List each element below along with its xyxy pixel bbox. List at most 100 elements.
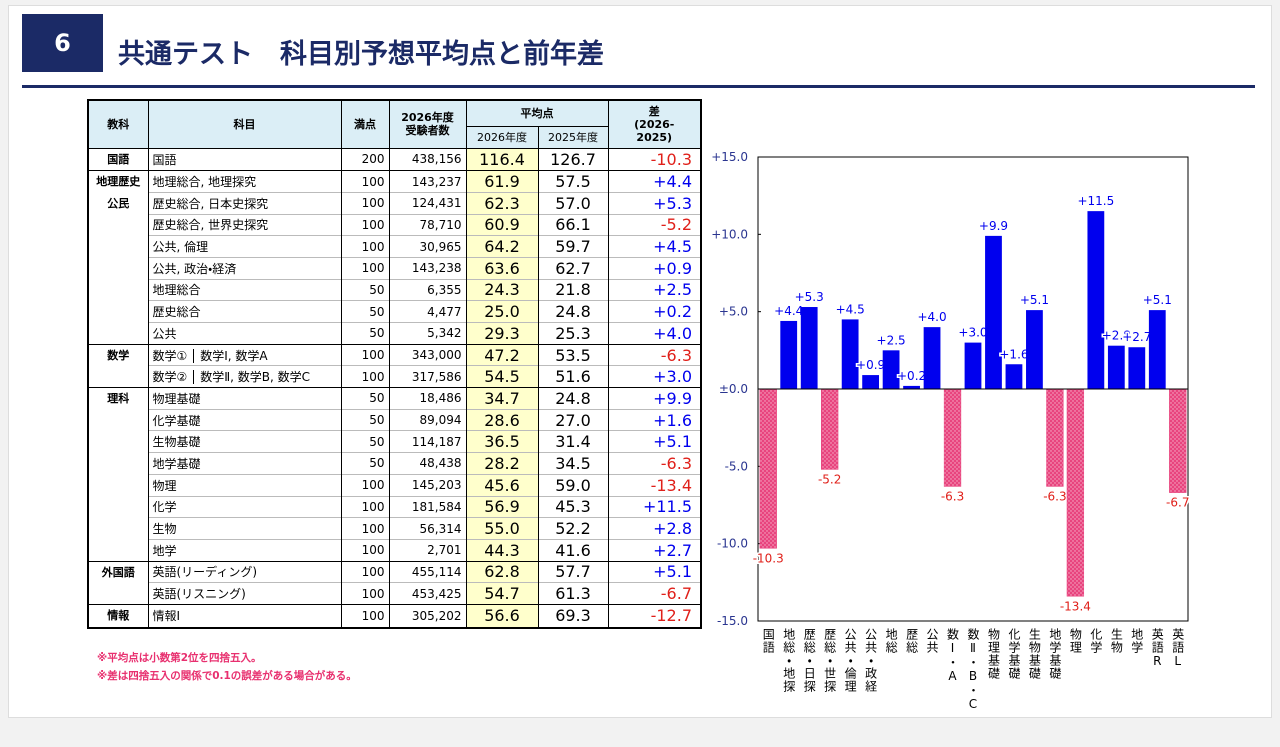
- x-tick-label: 英語R: [1150, 628, 1164, 669]
- table-row: 情報 情報Ⅰ 100 305,202 56.6 69.3 -12.7: [87, 603, 702, 628]
- subject-cell: 公共: [147, 322, 342, 345]
- group-name: 理科: [107, 392, 130, 406]
- avg-2025: 41.6: [537, 538, 609, 562]
- diff: +5.1: [607, 430, 702, 453]
- avg-2026: 54.5: [465, 365, 539, 388]
- bar: [923, 327, 941, 389]
- avg-2026: 28.2: [465, 452, 539, 475]
- diff: -12.7: [607, 603, 702, 628]
- group-cell: 地理歴史 公民: [87, 170, 149, 345]
- x-tick-label: 地総・地探: [782, 628, 796, 693]
- x-tick-label: 歴総・世探: [823, 628, 837, 693]
- y-tick-label: -15.0: [717, 614, 748, 628]
- diff: +2.8: [607, 517, 702, 540]
- full-score: 100: [340, 365, 390, 388]
- subject-detail: 数学Ⅱ, 数学B, 数学C: [193, 370, 311, 385]
- full-score: 100: [340, 191, 390, 215]
- subject: 公共, 政治・経済: [152, 261, 237, 276]
- bar: [985, 235, 1002, 389]
- header-line: 2026年度: [401, 111, 454, 125]
- table-row: 公共, 倫理 100 30,965 64.2 59.7 +4.5: [88, 235, 702, 258]
- full-score: 100: [340, 495, 390, 518]
- table-row: 数学② 数学Ⅱ, 数学B, 数学C 100 317,586 54.5 51.6 +3.0: [88, 365, 702, 388]
- table-row: 化学 100 181,584 56.9 45.3 +11.5: [88, 495, 702, 518]
- bar: [1107, 345, 1125, 389]
- group-cell: 理科: [87, 387, 149, 562]
- y-tick-label: -5.0: [725, 459, 748, 473]
- full-score: 50: [340, 278, 390, 301]
- diff: -5.2: [607, 213, 702, 236]
- diff: +0.2: [607, 300, 702, 323]
- diff: +4.5: [607, 235, 702, 258]
- subject-cell: 数学② 数学Ⅱ, 数学B, 数学C: [147, 365, 342, 388]
- avg-2026: 36.5: [465, 430, 539, 453]
- value-label: -6.3: [1043, 489, 1066, 503]
- group-cell: 情報: [87, 603, 149, 628]
- bar: [1128, 347, 1146, 389]
- column-header: 2026年度 受験者数: [388, 99, 467, 149]
- bar: [903, 385, 920, 389]
- subject-cell: 公共, 倫理: [147, 235, 342, 258]
- column-header: 教科: [87, 99, 149, 149]
- avg-2025: 45.3: [537, 495, 609, 518]
- value-label: -6.3: [941, 489, 964, 503]
- diff: +2.5: [607, 278, 702, 301]
- bar: [964, 342, 982, 389]
- x-tick-label: 数Ⅱ・B・C: [966, 627, 980, 712]
- full-score: 200: [340, 147, 390, 171]
- avg-2026: 24.3: [465, 278, 539, 301]
- examinees: 78,710: [388, 213, 467, 236]
- avg-2026: 56.9: [465, 495, 539, 518]
- score-table: 教科 科目 満点 2026年度 受験者数 平均点差 (2026- 2025) 2026年度 202…: [87, 99, 702, 629]
- title-rule: [22, 85, 1255, 88]
- value-label: +5.1: [1020, 293, 1049, 307]
- group-cell: 国語: [87, 147, 149, 171]
- table-row: 地理歴史 公民 地理総合, 地理探究 100 143,237 61.9 57.5 +4.4: [87, 170, 702, 345]
- subject-cell: 英語(リーディング): [147, 560, 342, 583]
- subject: 生物: [152, 522, 177, 537]
- subject-cell: 生物基礎: [147, 430, 342, 453]
- diff: +2.7: [607, 538, 702, 562]
- diff: +5.3: [607, 191, 702, 215]
- examinees: 145,203: [388, 473, 467, 497]
- subject: 歴史総合, 日本史探究: [152, 196, 269, 211]
- x-tick-label: 公共: [925, 628, 939, 654]
- diff: +3.0: [607, 365, 702, 388]
- header-row: 教科 科目 満点 2026年度 受験者数 平均点差 (2026- 2025): [87, 99, 702, 149]
- x-tick-label: 生物基礎: [1027, 628, 1041, 680]
- table-row: 理科 物理基礎 50 18,486 34.7 24.8 +9.9: [87, 387, 702, 562]
- avg-2026: 47.2: [465, 343, 539, 366]
- subject: 数学①: [152, 348, 188, 363]
- diff: +4.4: [607, 170, 702, 193]
- diff: +1.6: [607, 408, 702, 431]
- avg-2025: 34.5: [537, 452, 609, 475]
- avg-2026: 54.7: [465, 582, 539, 605]
- subject: 地学基礎: [152, 456, 201, 471]
- diff: -6.3: [607, 452, 702, 475]
- subject-detail: 数学Ⅰ, 数学A: [193, 348, 268, 363]
- avg-2026: 62.3: [465, 191, 539, 215]
- examinees: 453,425: [388, 582, 467, 605]
- value-label: +11.5: [1077, 194, 1114, 208]
- table-row: 生物 100 56,314 55.0 52.2 +2.8: [88, 517, 702, 540]
- table-row: 公共 50 5,342 29.3 25.3 +4.0: [88, 322, 702, 345]
- value-label: +5.1: [1143, 293, 1172, 307]
- subject: 化学基礎: [152, 413, 201, 428]
- avg-2025: 21.8: [537, 278, 609, 301]
- examinees: 18,486: [388, 387, 467, 410]
- subject: 公共, 倫理: [152, 240, 209, 255]
- examinees: 438,156: [388, 147, 467, 171]
- avg-2025: 62.7: [537, 256, 609, 280]
- table-row: 歴史総合, 日本史探究 100 124,431 62.3 57.0 +5.3: [88, 191, 702, 215]
- avg-2026: 64.2: [465, 235, 539, 258]
- avg-2026: 55.0: [465, 517, 539, 540]
- subject-cell: 歴史総合, 世界史探究: [147, 213, 342, 236]
- x-tick-label: 物理: [1068, 628, 1082, 654]
- bar: [1026, 310, 1043, 389]
- bar: [943, 388, 962, 487]
- slide-number: 6: [22, 14, 103, 72]
- avg-2025: 126.7: [537, 147, 609, 171]
- value-label: +4.0: [917, 310, 946, 324]
- full-score: 100: [340, 473, 390, 497]
